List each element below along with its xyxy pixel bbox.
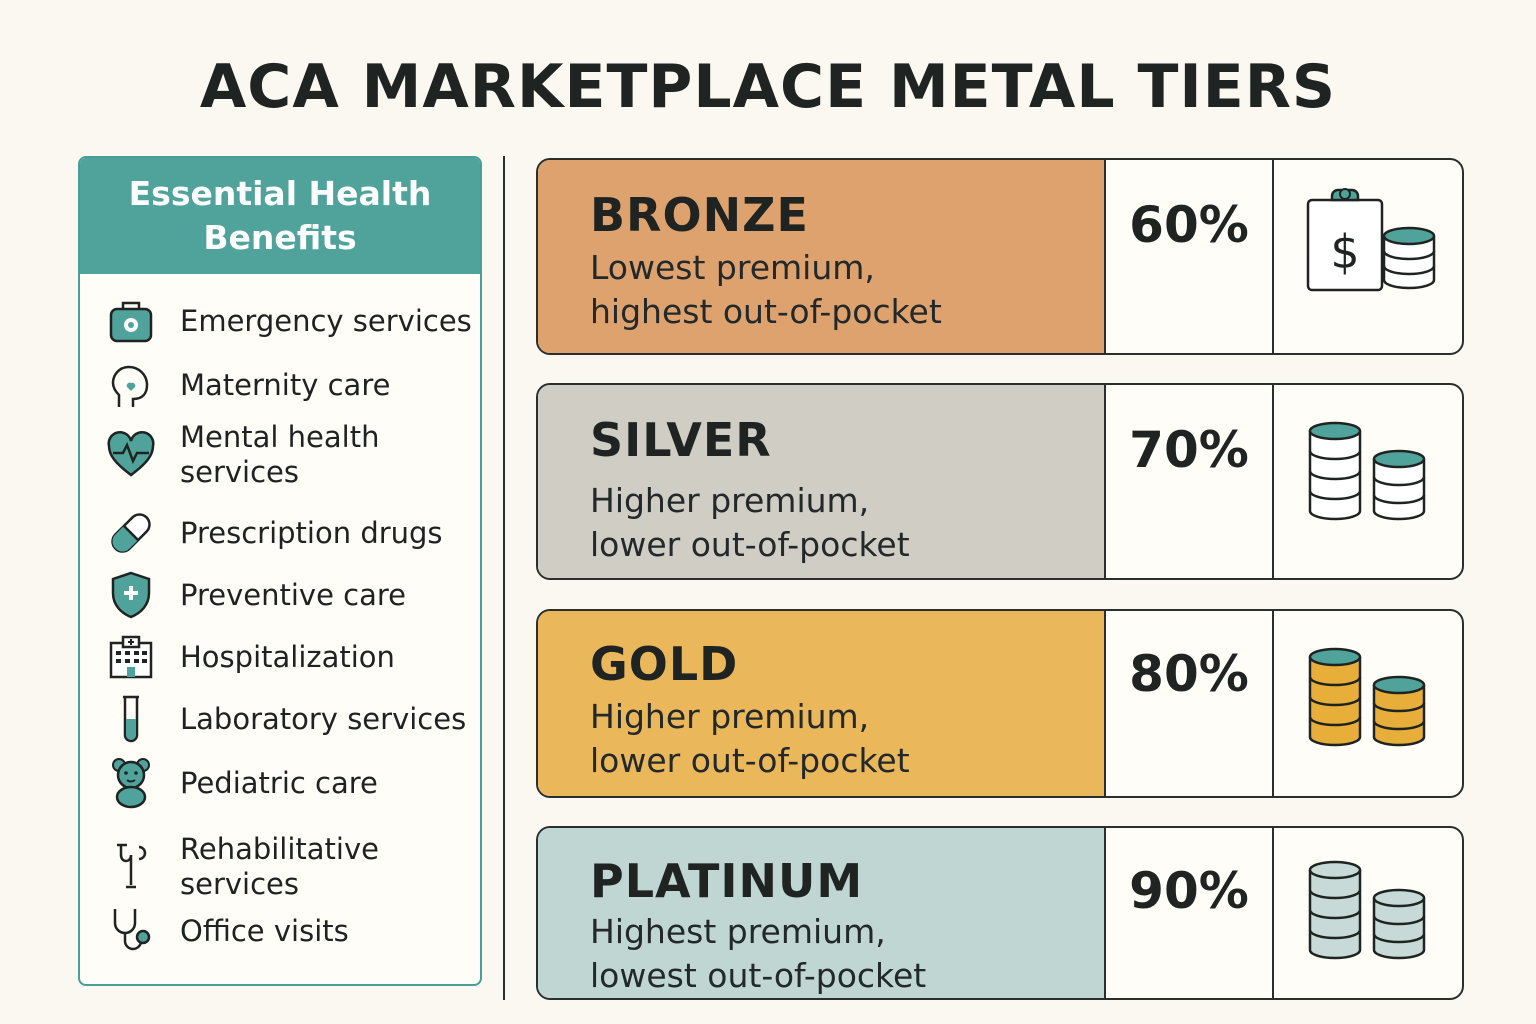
- tier-desc-line: lowest out-of-pocket: [590, 956, 927, 995]
- tier-icon-cell: [1274, 828, 1462, 998]
- benefit-label: Laboratory services: [180, 701, 467, 736]
- benefit-rehabilitative-services: Rehabilitative services: [104, 832, 474, 902]
- tier-name-cell: BRONZE Lowest premium, highest out-of-po…: [538, 160, 1106, 353]
- tier-percentage: 90%: [1129, 862, 1249, 920]
- tier-percentage: 70%: [1129, 421, 1249, 479]
- tier-icon-cell: $: [1274, 160, 1462, 353]
- tier-description: Higher premium, lower out-of-pocket: [590, 479, 910, 567]
- tier-platinum: PLATINUM Highest premium, lowest out-of-…: [536, 826, 1464, 1000]
- svg-text:$: $: [1330, 225, 1359, 279]
- benefit-prescription-drugs: Prescription drugs: [104, 506, 474, 560]
- tier-percentage-cell: 90%: [1106, 828, 1274, 998]
- tier-icon-cell: [1274, 385, 1462, 578]
- benefit-pediatric-care: Pediatric care: [104, 756, 474, 810]
- tier-percentage: 60%: [1129, 196, 1249, 254]
- tier-description: Lowest premium, highest out-of-pocket: [590, 246, 942, 334]
- tier-percentage-cell: 70%: [1106, 385, 1274, 578]
- benefit-maternity-care: Maternity care: [104, 358, 474, 412]
- stethoscope-icon: [104, 904, 158, 958]
- tier-name-cell: SILVER Higher premium, lower out-of-pock…: [538, 385, 1106, 578]
- tier-bronze: BRONZE Lowest premium, highest out-of-po…: [536, 158, 1464, 355]
- benefit-label: Maternity care: [180, 367, 391, 402]
- tier-desc-line: highest out-of-pocket: [590, 292, 942, 331]
- tier-desc-line: Lowest premium,: [590, 248, 875, 287]
- tier-name: GOLD: [590, 637, 739, 691]
- benefit-mental-health: Mental health services: [104, 420, 474, 490]
- tier-percentage: 80%: [1129, 645, 1249, 703]
- gold-coins-icon: [1308, 647, 1426, 747]
- tier-percentage-cell: 80%: [1106, 611, 1274, 796]
- tier-desc-line: Higher premium,: [590, 481, 870, 520]
- tier-gold: GOLD Higher premium, lower out-of-pocket…: [536, 609, 1464, 798]
- crutch-icon: [104, 840, 158, 894]
- teddy-bear-icon: [104, 756, 158, 810]
- tier-silver: SILVER Higher premium, lower out-of-pock…: [536, 383, 1464, 580]
- tier-desc-line: lower out-of-pocket: [590, 525, 910, 564]
- white-coins-icon: [1308, 421, 1426, 521]
- pill-icon: [104, 506, 158, 560]
- tier-name-cell: PLATINUM Highest premium, lowest out-of-…: [538, 828, 1106, 998]
- platinum-coins-icon: [1308, 860, 1426, 960]
- test-tube-icon: [104, 692, 158, 746]
- benefit-emergency-services: Emergency services: [104, 294, 474, 348]
- benefit-label: Pediatric care: [180, 765, 378, 800]
- benefit-preventive-care: Preventive care: [104, 568, 474, 622]
- benefit-label: Preventive care: [180, 577, 406, 612]
- tier-desc-line: lower out-of-pocket: [590, 741, 910, 780]
- benefit-laboratory-services: Laboratory services: [104, 692, 474, 746]
- tier-description: Higher premium, lower out-of-pocket: [590, 695, 910, 783]
- tier-name: PLATINUM: [590, 854, 864, 908]
- benefit-office-visits: Office visits: [104, 904, 474, 958]
- benefit-label: Prescription drugs: [180, 515, 443, 550]
- shield-plus-icon: [104, 568, 158, 622]
- tier-description: Highest premium, lowest out-of-pocket: [590, 910, 926, 998]
- benefits-panel: Essential Health Benefits Emergency serv…: [78, 156, 482, 986]
- tier-name: SILVER: [590, 413, 772, 467]
- benefit-label: Office visits: [180, 913, 349, 948]
- benefit-label: Emergency services: [180, 303, 472, 338]
- heart-pulse-icon: [104, 428, 158, 482]
- benefit-label: Mental health services: [180, 420, 380, 489]
- tier-name: BRONZE: [590, 188, 809, 242]
- tier-percentage-cell: 60%: [1106, 160, 1274, 353]
- divider: [503, 156, 505, 1000]
- tier-icon-cell: [1274, 611, 1462, 796]
- benefit-label: Hospitalization: [180, 639, 395, 674]
- benefits-header: Essential Health Benefits: [80, 158, 480, 274]
- benefit-label: Rehabilitative services: [180, 832, 379, 901]
- medical-bag-icon: [104, 294, 158, 348]
- page-title: ACA MARKETPLACE METAL TIERS: [199, 52, 1337, 122]
- tier-desc-line: Higher premium,: [590, 697, 870, 736]
- benefit-hospitalization: Hospitalization: [104, 630, 474, 684]
- tier-name-cell: GOLD Higher premium, lower out-of-pocket: [538, 611, 1106, 796]
- tier-desc-line: Highest premium,: [590, 912, 886, 951]
- clipboard-coins-icon: $: [1306, 188, 1436, 292]
- maternity-icon: [104, 358, 158, 412]
- hospital-icon: [104, 630, 158, 684]
